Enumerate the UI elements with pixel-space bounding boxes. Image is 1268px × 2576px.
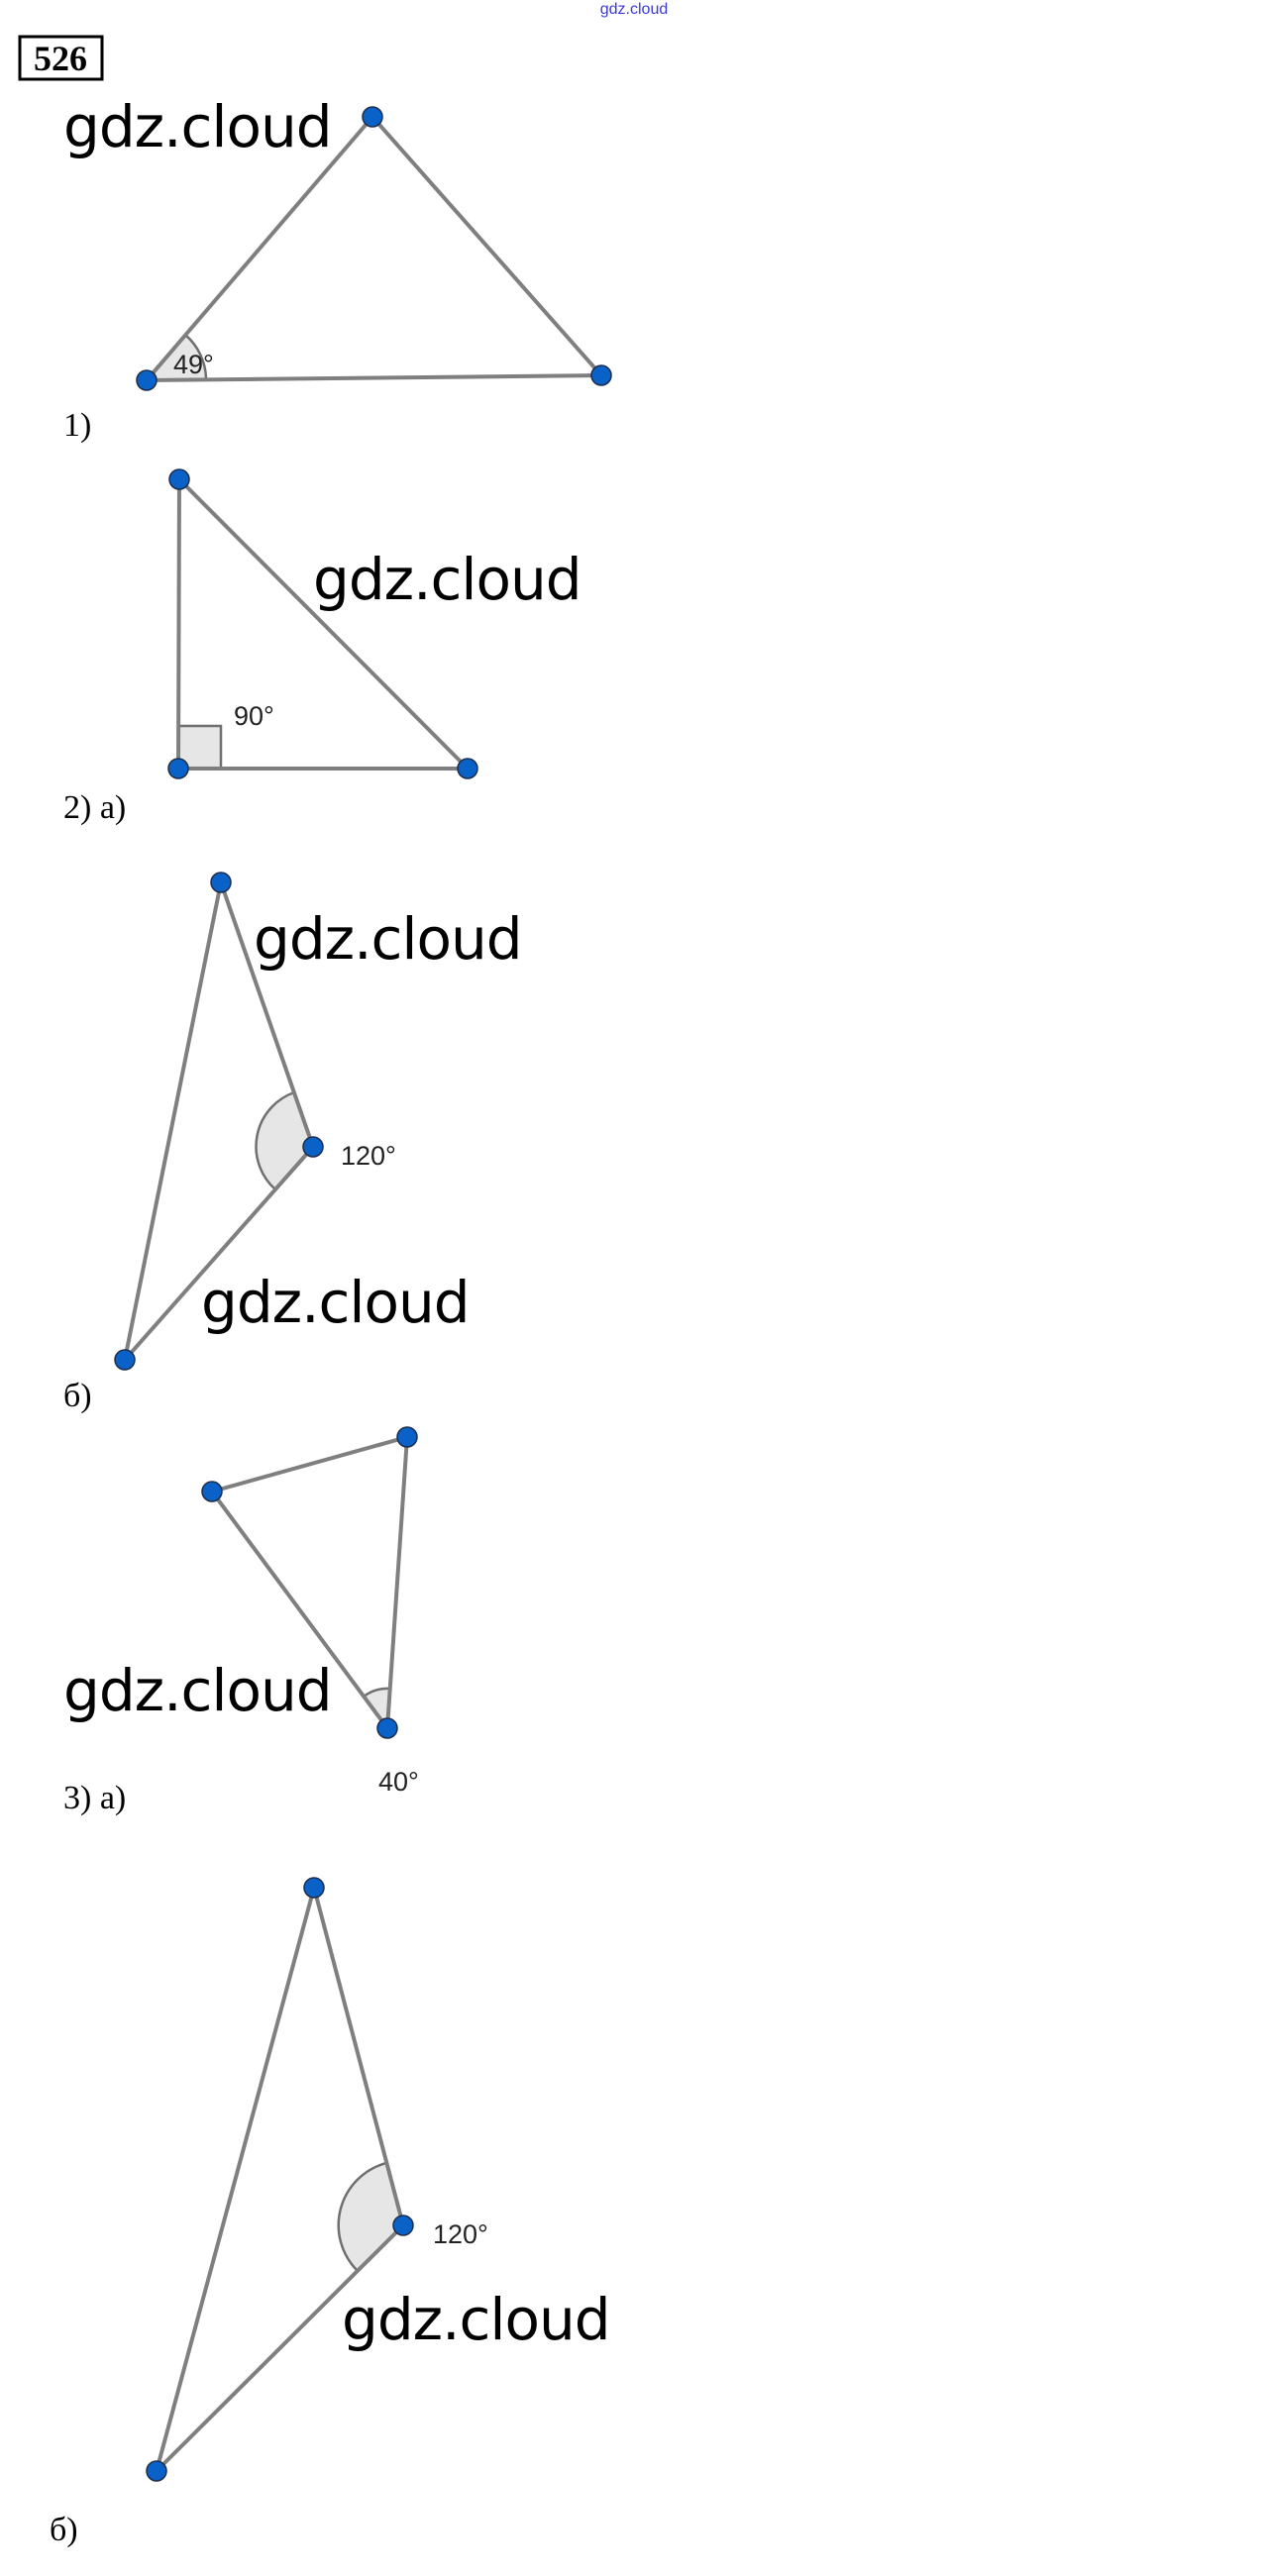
triangle-edges (153, 1880, 406, 2478)
vertex-point (376, 1717, 398, 1739)
vertex-point (114, 1349, 136, 1371)
triangle-edges (175, 474, 473, 771)
vertex-point (167, 758, 189, 779)
angle-label: 40° (378, 1767, 419, 1797)
watermark: gdz.cloud (342, 2286, 610, 2353)
angle-label: 49° (173, 350, 214, 379)
vertex-point (396, 1426, 418, 1448)
header-watermark: gdz.cloud (600, 1, 669, 18)
watermark: gdz.cloud (313, 546, 581, 613)
angle-arc (255, 1090, 315, 1191)
angle-label: 120° (341, 1141, 396, 1171)
problem-number: 526 (34, 39, 87, 78)
triangle-edges (208, 1434, 410, 1734)
angle-label: 120° (433, 2219, 488, 2249)
watermark: gdz.cloud (63, 1657, 332, 1724)
triangle-edges (142, 113, 606, 383)
vertex-point (146, 2460, 167, 2482)
figure-label: 3) а) (63, 1780, 126, 1816)
vertex-point (168, 468, 190, 490)
figure-3b-triangle: 120° gdz.cloud б) (50, 1877, 611, 2548)
vertex-point (362, 106, 383, 128)
vertex-point (392, 2215, 414, 2236)
vertex-point (457, 758, 478, 779)
figure-label: 2) а) (63, 789, 126, 826)
figure-label: 1) (63, 407, 91, 444)
figure-label: б) (50, 2512, 78, 2548)
problem-number-box (18, 35, 104, 81)
vertex-point (590, 364, 612, 386)
figure-1-triangle: 49° gdz.cloud 1) (63, 93, 612, 444)
vertex-point (136, 369, 158, 391)
vertex-point (303, 1877, 325, 1899)
watermark: gdz.cloud (254, 905, 522, 973)
watermark: gdz.cloud (63, 93, 332, 160)
figure-label: б) (63, 1378, 92, 1414)
figure-2a-triangle: 90° gdz.cloud 2) а) (63, 468, 582, 826)
angle-label: 90° (234, 701, 274, 731)
vertex-point (201, 1481, 223, 1502)
vertex-point (210, 872, 232, 893)
figure-2b-triangle: 120° gdz.cloud gdz.cloud б) (63, 872, 523, 1414)
triangle-edges (121, 875, 316, 1367)
vertex-point (302, 1136, 324, 1158)
watermark: gdz.cloud (201, 1269, 470, 1336)
figure-3a-triangle: 40° gdz.cloud 3) а) (63, 1426, 419, 1816)
angle-arc (337, 2161, 405, 2273)
